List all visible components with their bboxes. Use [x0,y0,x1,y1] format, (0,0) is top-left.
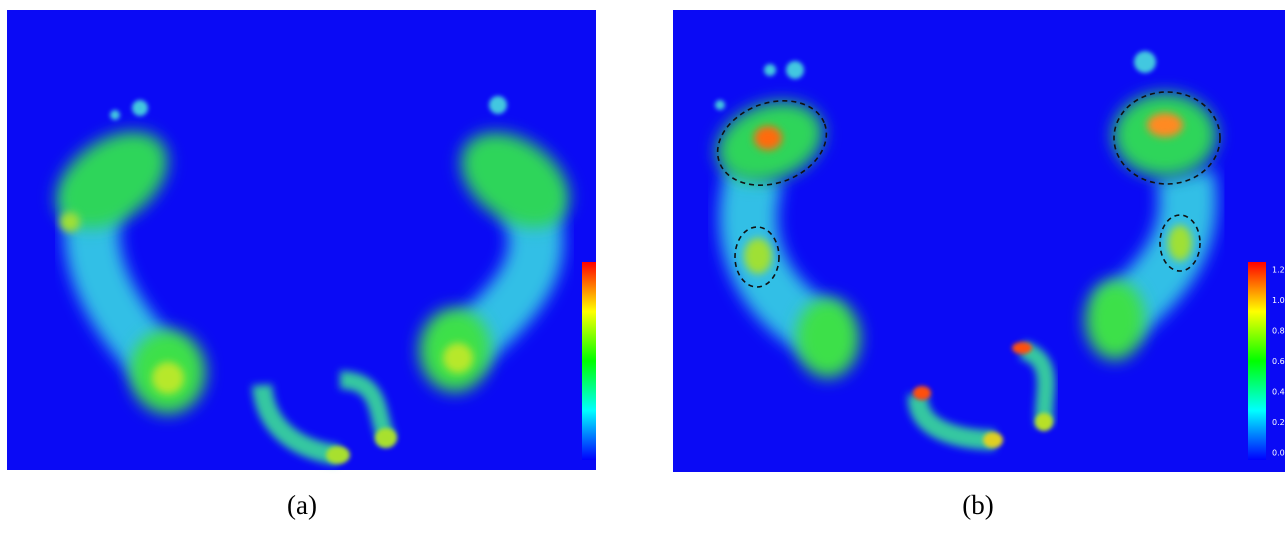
colorbar-tick-label: 0.6 [606,357,619,366]
panel-b: 0.0 0.2 0.4 0.6 0.8 1.0 1.2 (b) [673,10,1285,520]
colorbar [1248,262,1266,460]
caption: (a) [287,490,317,520]
page: {"panels": [ {"caption": "(a)", "colorba… [0,0,1285,534]
colorbar-tick-label: 0.0 [606,449,619,458]
colorbar-tick-label: 0.8 [606,327,619,336]
figure: 0.0 0.2 0.4 0.6 0.8 1.0 1.2 (a) [0,0,1285,534]
colorbar [582,262,596,460]
colorbar-tick-label: 0.2 [606,418,619,427]
colorbar-tick-label: 1.2 [1272,266,1285,275]
caption: (b) [962,490,993,520]
colorbar-tick-label: 0.6 [1272,357,1285,366]
colorbar-tick-label: 0.4 [606,388,619,397]
colorbar-tick-label: 1.0 [606,296,619,305]
colorbar-tick-label: 1.2 [606,266,619,275]
colorbar-tick-label: 0.8 [1272,327,1285,336]
body: 0.0 0.2 0.4 0.6 0.8 1.0 1.2 (a) [0,0,1285,534]
colorbar-tick-label: 0.0 [1272,449,1285,458]
colorbar-tick-label: 1.0 [1272,296,1285,305]
colorbar-tick-label: 0.2 [1272,418,1285,427]
colorbar-ticks: 0.0 0.2 0.4 0.6 0.8 1.0 1.2 [606,266,619,458]
colorbar-tick-label: 0.4 [1272,388,1285,397]
panel-a: 0.0 0.2 0.4 0.6 0.8 1.0 1.2 (a) [7,10,619,520]
